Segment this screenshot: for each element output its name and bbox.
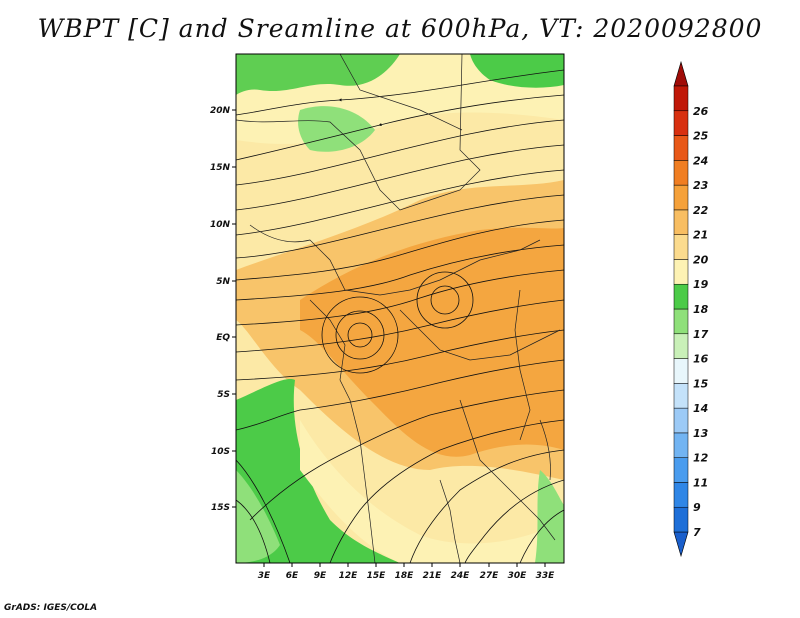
lon-label: 9E	[314, 571, 327, 581]
colorbar-label: 22	[693, 204, 709, 217]
lat-label: EQ	[216, 333, 230, 343]
colorbar-segment	[673, 457, 689, 483]
lon-label: 30E	[508, 571, 528, 581]
colorbar-segment	[673, 135, 689, 161]
colorbar-segment	[673, 358, 689, 384]
colorbar-label: 19	[693, 278, 709, 291]
map-frame	[235, 53, 565, 564]
colorbar-label: 7	[693, 526, 701, 539]
colorbar-segment	[673, 283, 689, 310]
lon-label: 6E	[286, 571, 299, 581]
colorbar-label: 14	[693, 402, 708, 415]
lat-label: 5S	[217, 390, 230, 400]
colorbar-segment	[673, 184, 689, 211]
grads-credit: GrADS: IGES/COLA	[4, 603, 98, 613]
colorbar-segment	[673, 85, 689, 112]
colorbar-label: 24	[693, 154, 708, 167]
lon-label: 33E	[536, 571, 556, 581]
streamlines	[236, 69, 564, 563]
colorbar-label: 23	[693, 179, 709, 192]
colorbar-label: 20	[693, 253, 709, 266]
longitude-axis: 3E 6E 9E 12E 15E 18E 21E 24E 27E 30E 33E	[258, 563, 555, 581]
wbpt-field-17-north	[236, 54, 400, 95]
colorbar-label: 26	[693, 105, 709, 118]
colorbar-segment	[673, 209, 689, 235]
lat-label: 15N	[210, 163, 231, 173]
colorbar-segment	[673, 482, 689, 508]
wbpt-field-17-southeast	[535, 470, 564, 563]
colorbar-label: 15	[693, 377, 709, 390]
country-borders	[236, 54, 561, 563]
colorbar-segment	[673, 110, 689, 136]
colorbar-label: 18	[693, 303, 709, 316]
wbpt-field-17-west	[236, 379, 400, 563]
lat-label: 10S	[211, 447, 230, 457]
lon-label: 12E	[339, 571, 359, 581]
lat-label: 10N	[210, 220, 231, 230]
colorbar-segment	[673, 234, 689, 260]
lon-label: 27E	[480, 571, 500, 581]
colorbar-segment	[673, 432, 689, 458]
colorbar-segment	[673, 383, 689, 409]
lon-label: 18E	[395, 571, 415, 581]
colorbar-top-arrow	[673, 60, 689, 87]
lon-label: 24E	[451, 571, 471, 581]
wbpt-field-17-northeast	[470, 54, 564, 88]
lat-label: 20N	[210, 106, 231, 116]
colorbar-label: 16	[693, 353, 709, 366]
colorbar-label: 25	[693, 130, 709, 143]
colorbar-label: 11	[693, 476, 708, 489]
colorbar-label: 13	[693, 427, 709, 440]
lat-label: 5N	[216, 277, 230, 287]
chart-title: WBPT [C] and Sreamline at 600hPa, VT: 20…	[37, 14, 763, 43]
wbpt-field-19-south	[300, 420, 564, 563]
wbpt-field-16-southwest	[236, 470, 280, 563]
colorbar-label: 12	[693, 452, 709, 465]
colorbar-segment	[673, 259, 689, 285]
colorbar-label: 17	[693, 328, 709, 341]
colorbar-segment	[673, 407, 689, 434]
colorbar: 7 9 11 12 13 14 15 16 17 18 19 20 21 22 23 24 25 26	[673, 60, 709, 558]
colorbar-bottom-arrow	[673, 531, 689, 558]
colorbar-segment	[673, 333, 689, 359]
lon-label: 21E	[423, 571, 443, 581]
colorbar-segment	[673, 308, 689, 335]
colorbar-label: 21	[693, 229, 708, 242]
lon-label: 3E	[258, 571, 271, 581]
colorbar-label: 9	[693, 501, 701, 514]
colorbar-segment	[673, 506, 689, 533]
map-panel	[236, 54, 564, 563]
latitude-axis: 20N 15N 10N 5N EQ 5S 10S 15S	[210, 106, 236, 513]
lon-label: 15E	[367, 571, 387, 581]
lat-label: 15S	[211, 503, 230, 513]
colorbar-segment	[673, 160, 689, 186]
